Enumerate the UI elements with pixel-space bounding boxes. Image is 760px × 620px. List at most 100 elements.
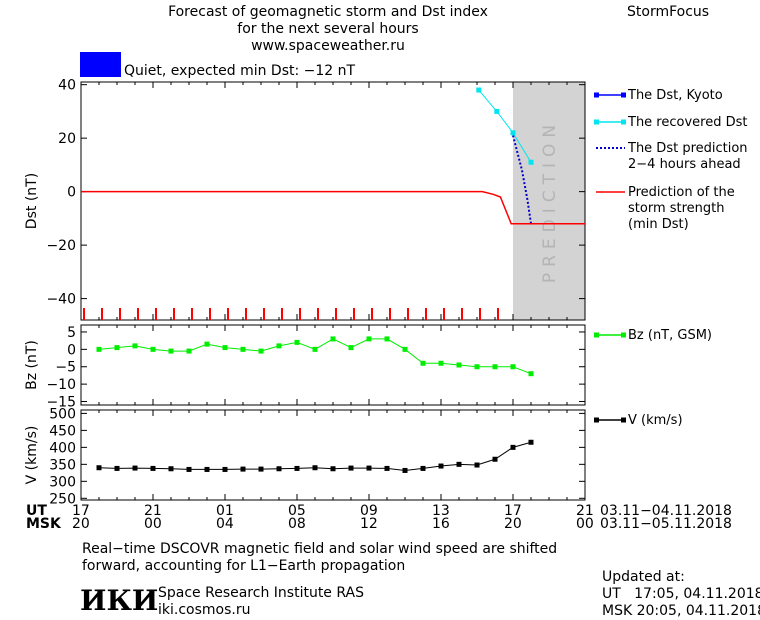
status-text: Quiet, expected min Dst: −12 nT (124, 63, 356, 79)
msk-tick-label: 08 (288, 516, 306, 532)
data-point (528, 371, 534, 377)
data-point (114, 465, 120, 471)
data-point (492, 456, 498, 462)
y-tick-label: 0 (67, 185, 76, 201)
data-point (240, 346, 246, 352)
data-point (132, 343, 138, 349)
ut-tick-label: 17 (72, 503, 90, 519)
ut-tick-label: 21 (576, 503, 594, 519)
legend-entry: The Dst, Kyoto (627, 88, 723, 103)
msk-tick-label: 00 (576, 516, 594, 532)
legend-marker (621, 92, 626, 98)
ut-tick-label: 21 (144, 503, 162, 519)
data-point (366, 465, 372, 471)
data-point (402, 346, 408, 352)
data-point (168, 466, 174, 472)
data-point (96, 346, 102, 352)
footer-note-line1: Real−time DSCOVR magnetic field and sola… (82, 541, 558, 557)
data-point (204, 341, 210, 347)
updated-msk: MSK 20:05, 04.11.2018 (602, 603, 760, 619)
data-point (494, 108, 500, 114)
data-point (474, 462, 480, 468)
msk-tick-label: 00 (144, 516, 162, 532)
y-axis-label: Bz (nT) (24, 340, 40, 390)
legend-entry: Bz (nT, GSM) (628, 328, 712, 343)
data-point (492, 364, 498, 370)
legend-marker (621, 417, 626, 423)
y-tick-label: 20 (58, 131, 76, 147)
data-point (402, 467, 408, 473)
data-point (476, 87, 482, 93)
legend-entry: Prediction of the storm strength (min Dst) (628, 185, 735, 232)
ut-tick-label: 09 (360, 503, 378, 519)
series-line (478, 89, 532, 163)
msk-axis-label: MSK (26, 516, 61, 532)
data-point (276, 466, 282, 472)
legend-entry: The recovered Dst (627, 115, 747, 130)
data-point (168, 348, 174, 354)
status-swatch (80, 52, 121, 77)
data-point (150, 465, 156, 471)
y-axis-label: V (km/s) (24, 426, 40, 485)
y-tick-label: 500 (49, 406, 76, 422)
data-point (384, 336, 390, 342)
website-link[interactable]: www.spaceweather.ru (251, 38, 405, 54)
footer-note-line2: forward, accounting for L1−Earth propaga… (82, 558, 406, 574)
updated-ut: UT 17:05, 04.11.2018 (602, 586, 760, 602)
msk-date-range: 03.11−05.11.2018 (600, 516, 732, 532)
data-point (258, 348, 264, 354)
data-point (384, 465, 390, 471)
data-point (276, 343, 282, 349)
y-tick-label: 40 (58, 78, 76, 94)
data-point (294, 339, 300, 345)
data-point (456, 362, 462, 368)
data-point (348, 345, 354, 351)
data-point (330, 336, 336, 342)
msk-tick-label: 12 (360, 516, 378, 532)
y-tick-label: −20 (46, 238, 76, 254)
legend-marker (594, 417, 599, 423)
data-point (258, 466, 264, 472)
data-point (456, 461, 462, 467)
series-line (81, 190, 585, 225)
y-axis-label: Dst (nT) (24, 173, 40, 229)
data-point (186, 466, 192, 472)
series-line (98, 338, 532, 375)
data-point (186, 348, 192, 354)
prediction-zone-layer: PREDICTION (513, 82, 585, 320)
data-point (528, 439, 534, 445)
data-point (420, 360, 426, 366)
institute-url[interactable]: iki.cosmos.ru (158, 602, 251, 618)
data-point (222, 345, 228, 351)
y-tick-label: −10 (46, 377, 76, 393)
ut-tick-label: 01 (216, 503, 234, 519)
iki-logo: ИКИ (80, 584, 159, 617)
data-point (510, 444, 516, 450)
updated-label: Updated at: (602, 569, 685, 585)
institute-name: Space Research Institute RAS (158, 585, 364, 601)
panel-frame (80, 81, 586, 321)
series-line (512, 135, 532, 224)
y-tick-label: −5 (55, 360, 76, 376)
data-point (330, 466, 336, 472)
ut-tick-label: 13 (432, 503, 450, 519)
legend-marker (621, 332, 626, 338)
data-point (420, 465, 426, 471)
legend-entry: The Dst prediction 2−4 hours ahead (627, 141, 748, 172)
data-point (240, 466, 246, 472)
panel-frame (80, 409, 586, 501)
msk-tick-label: 16 (432, 516, 450, 532)
y-tick-label: −40 (46, 292, 76, 308)
legend-marker (594, 332, 599, 338)
y-tick-label: 0 (67, 342, 76, 358)
data-point (474, 364, 480, 370)
data-point (204, 466, 210, 472)
msk-tick-label: 20 (72, 516, 90, 532)
data-point (312, 346, 318, 352)
data-point (366, 336, 372, 342)
legend-marker (621, 119, 626, 125)
data-point (114, 345, 120, 351)
series-layer (81, 87, 585, 473)
